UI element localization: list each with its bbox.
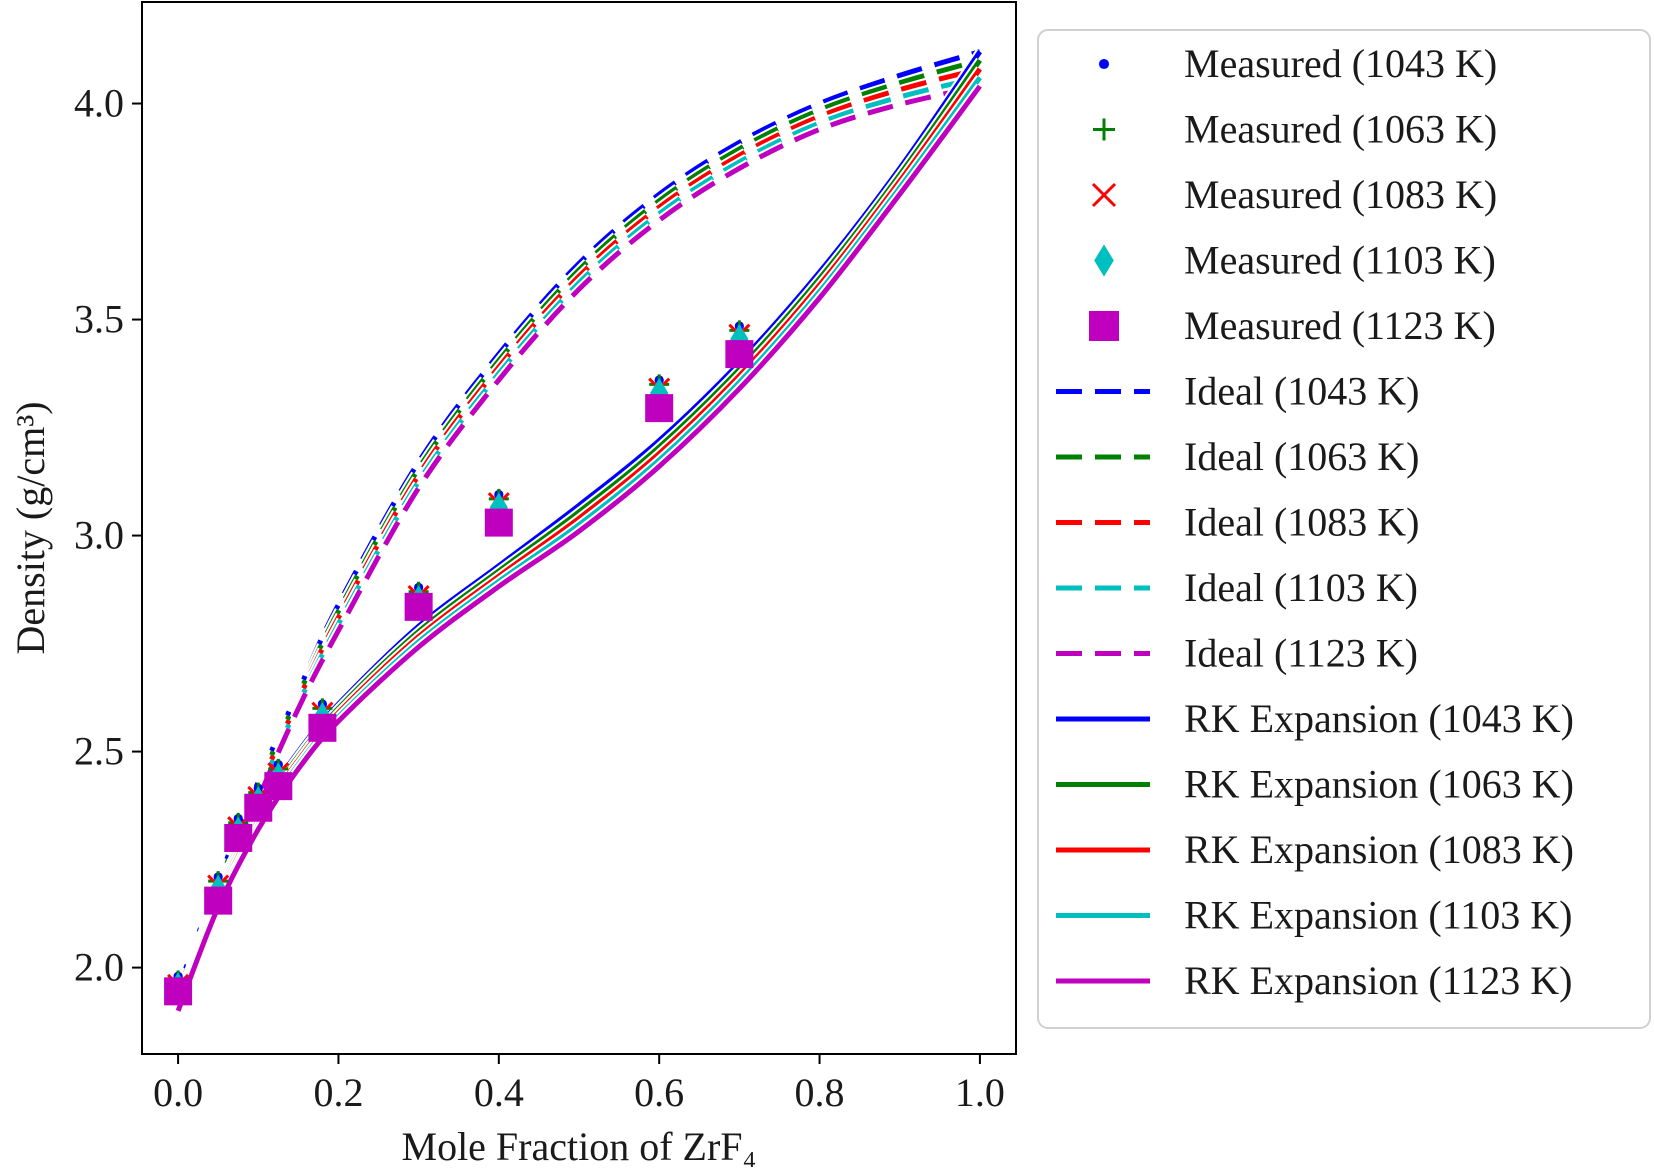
measured-1123-k-point <box>204 886 233 915</box>
rk-expansion-1083-k-legend-label: RK Expansion (1083 K) <box>1184 827 1574 872</box>
rk-expansion-1123-k-legend-label: RK Expansion (1123 K) <box>1184 958 1572 1003</box>
measured-1123-k-point <box>224 823 253 852</box>
measured-1043-k-legend-marker <box>1098 58 1110 70</box>
measured-1043-k-legend-label: Measured (1043 K) <box>1184 41 1497 86</box>
x-tick-label: 0.2 <box>313 1070 363 1115</box>
plot-area <box>164 47 984 1013</box>
y-tick-label: 2.5 <box>74 729 124 774</box>
x-axis-label: Mole Fraction of ZrF₄ <box>402 1124 757 1167</box>
legend: Measured (1043 K) Measured (1063 K) Measur… <box>1037 29 1651 1029</box>
x-tick-label: 1.0 <box>955 1070 1005 1115</box>
measured-1103-k-point <box>489 492 508 523</box>
legend-frame <box>1037 29 1651 1029</box>
y-tick-label: 2.0 <box>74 945 124 990</box>
measured-1123-k-point <box>264 772 293 801</box>
y-tick-label: 3.0 <box>74 513 124 558</box>
measured-1103-k-legend-marker <box>1094 244 1114 277</box>
measured-1083-k-legend-label: Measured (1083 K) <box>1184 172 1497 217</box>
measured-1123-k-legend-label: Measured (1123 K) <box>1184 303 1496 348</box>
measured-1123-k-legend-marker <box>1089 311 1119 341</box>
ideal-1083-k-line <box>175 66 981 999</box>
ideal-1043-k-legend-label: Ideal (1043 K) <box>1184 369 1419 414</box>
rk-expansion-1043-k-legend-label: RK Expansion (1043 K) <box>1184 696 1574 741</box>
y-tick-label: 4.0 <box>74 81 124 126</box>
measured-1063-k-legend-marker <box>1093 118 1115 141</box>
y-axis-label: Density (g/cm³) <box>8 401 53 654</box>
axes: 0.0 0.2 0.4 0.6 0.8 1.0 2.0 2.5 3.0 3.5 4.0 <box>74 81 1005 1115</box>
ideal-1123-k-line <box>175 83 981 1008</box>
measured-1123-k-point <box>725 340 754 369</box>
x-tick-label: 0.8 <box>795 1070 845 1115</box>
measured-1123-k-point <box>645 394 674 423</box>
rk-expansion-1063-k-legend-label: RK Expansion (1063 K) <box>1184 762 1574 807</box>
ideal-1103-k-line <box>175 75 981 1004</box>
measured-1123-k-point <box>484 508 513 537</box>
x-tick-label: 0.4 <box>474 1070 524 1115</box>
measured-1123-k-point <box>308 713 337 742</box>
measured-1123-k-point <box>404 592 433 621</box>
plot-frame <box>141 1 1017 1055</box>
ideal-1083-k-legend-label: Ideal (1083 K) <box>1184 500 1419 545</box>
measured-1103-k-legend-label: Measured (1103 K) <box>1184 238 1496 283</box>
ideal-1103-k-legend-label: Ideal (1103 K) <box>1184 565 1418 610</box>
y-tick-label: 3.5 <box>74 297 124 342</box>
measured-1123-k-point <box>164 977 193 1006</box>
measured-1083-k-legend-marker <box>1091 182 1117 208</box>
x-tick-label: 0.0 <box>153 1070 203 1115</box>
ideal-1063-k-legend-label: Ideal (1063 K) <box>1184 434 1419 479</box>
x-tick-label: 0.6 <box>634 1070 684 1115</box>
measured-1063-k-legend-label: Measured (1063 K) <box>1184 107 1497 152</box>
rk-expansion-1123-k-line <box>175 84 982 1012</box>
ideal-1123-k-legend-label: Ideal (1123 K) <box>1184 631 1418 676</box>
rk-expansion-1103-k-legend-label: RK Expansion (1103 K) <box>1184 893 1572 938</box>
